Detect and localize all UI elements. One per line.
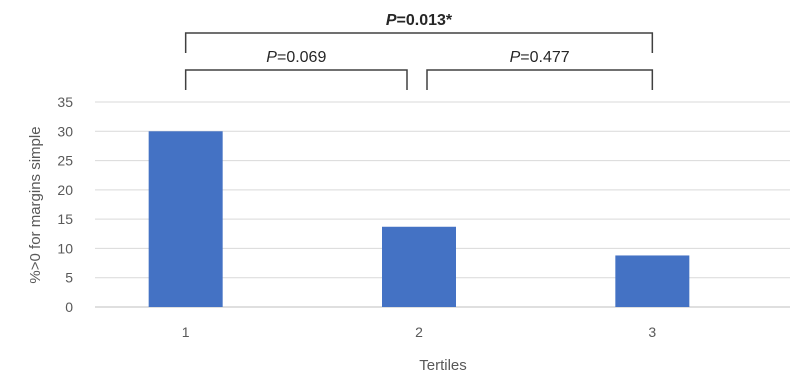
significance-brackets: P=0.013* P=0.069 P=0.477 — [184, 12, 654, 90]
y-tick-label: 20 — [57, 182, 73, 198]
x-tick-label: 3 — [648, 324, 656, 340]
y-tick-label: 15 — [57, 211, 73, 227]
x-tick-labels: 1 2 3 — [182, 324, 657, 340]
p-value-label: P=0.069 — [266, 49, 326, 66]
y-tick-labels: 0 5 10 15 20 25 30 35 — [57, 94, 73, 315]
bar — [615, 255, 690, 307]
bar — [148, 131, 223, 307]
y-tick-label: 0 — [65, 299, 73, 315]
y-tick-label: 30 — [57, 123, 73, 139]
x-tick-label: 1 — [182, 324, 190, 340]
y-axis-label: %>0 for margins simple — [27, 126, 44, 283]
y-tick-label: 10 — [57, 240, 73, 256]
significance-bracket — [426, 69, 654, 90]
bar — [382, 226, 456, 307]
y-tick-label: 5 — [65, 270, 73, 286]
significance-bracket — [184, 69, 408, 90]
p-value-label: P=0.013* — [386, 12, 453, 29]
p-value-label: P=0.477 — [510, 49, 570, 66]
x-axis-label: Tertiles — [419, 357, 467, 374]
y-tick-label: 25 — [57, 153, 73, 169]
significance-bracket — [184, 32, 654, 53]
x-tick-label: 2 — [415, 324, 423, 340]
y-tick-label: 35 — [57, 94, 73, 110]
bars — [148, 131, 690, 307]
